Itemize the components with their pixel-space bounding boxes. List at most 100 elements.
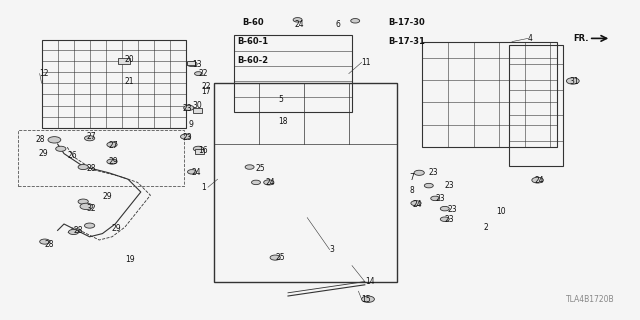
- Text: 10: 10: [496, 207, 506, 216]
- Circle shape: [80, 203, 93, 210]
- Circle shape: [440, 217, 449, 221]
- Circle shape: [264, 180, 274, 185]
- Text: 17: 17: [202, 87, 211, 96]
- Text: 30: 30: [192, 101, 202, 110]
- Circle shape: [362, 296, 374, 302]
- Circle shape: [566, 78, 579, 84]
- Text: 7: 7: [410, 173, 415, 182]
- Bar: [509, 45, 563, 166]
- Text: FR.: FR.: [573, 34, 589, 43]
- Bar: [187, 61, 195, 65]
- Text: 5: 5: [278, 95, 284, 104]
- Text: 27: 27: [86, 132, 96, 140]
- Text: 4: 4: [528, 34, 533, 43]
- Circle shape: [78, 164, 88, 170]
- Text: 22: 22: [202, 82, 211, 91]
- Bar: [195, 149, 204, 154]
- Text: 28: 28: [86, 164, 96, 172]
- Text: 24: 24: [294, 20, 304, 28]
- Text: 13: 13: [192, 60, 202, 68]
- Text: 23: 23: [435, 194, 445, 203]
- Text: 25: 25: [256, 164, 266, 172]
- Circle shape: [107, 142, 117, 147]
- Text: 6: 6: [336, 20, 341, 28]
- Circle shape: [411, 201, 421, 206]
- Circle shape: [180, 134, 191, 139]
- Circle shape: [40, 239, 50, 244]
- Text: 2: 2: [483, 223, 488, 232]
- Circle shape: [68, 229, 79, 235]
- Text: 23: 23: [182, 133, 192, 142]
- Text: 24: 24: [534, 176, 544, 185]
- Text: 11: 11: [362, 58, 371, 67]
- Circle shape: [78, 199, 88, 204]
- Circle shape: [440, 206, 449, 211]
- Circle shape: [107, 159, 117, 164]
- Text: 3: 3: [330, 245, 335, 254]
- Circle shape: [184, 105, 194, 110]
- Bar: [118, 58, 130, 64]
- Circle shape: [84, 136, 95, 141]
- Text: 20: 20: [125, 55, 134, 64]
- Circle shape: [195, 72, 202, 76]
- Circle shape: [424, 183, 433, 188]
- Circle shape: [187, 61, 197, 67]
- Text: 22: 22: [198, 69, 208, 78]
- Circle shape: [351, 19, 360, 23]
- Text: 28: 28: [74, 226, 83, 235]
- Text: 29: 29: [38, 149, 48, 158]
- Text: 28: 28: [35, 135, 45, 144]
- Text: 31: 31: [570, 77, 579, 86]
- Bar: [422, 42, 557, 147]
- Circle shape: [84, 223, 95, 228]
- Text: 24: 24: [413, 200, 422, 209]
- Text: 25: 25: [275, 253, 285, 262]
- Text: B-17-30: B-17-30: [388, 18, 425, 27]
- Bar: [18, 130, 184, 186]
- Text: 8: 8: [410, 186, 414, 195]
- Text: 23: 23: [445, 181, 454, 190]
- Text: 29: 29: [112, 224, 122, 233]
- Text: 23: 23: [448, 205, 458, 214]
- Circle shape: [414, 170, 424, 175]
- Text: 23: 23: [182, 104, 192, 113]
- Text: 23: 23: [429, 168, 438, 177]
- Text: 16: 16: [198, 146, 208, 155]
- Text: 19: 19: [125, 255, 134, 264]
- Text: B-60-1: B-60-1: [237, 37, 268, 46]
- Circle shape: [56, 146, 66, 151]
- Text: 15: 15: [362, 295, 371, 304]
- Circle shape: [193, 146, 204, 151]
- Text: B-60-2: B-60-2: [237, 56, 268, 65]
- Text: 12: 12: [40, 69, 49, 78]
- Text: B-17-31: B-17-31: [388, 37, 425, 46]
- Text: 18: 18: [278, 117, 288, 126]
- Bar: [214, 83, 397, 282]
- Text: B-60: B-60: [242, 18, 264, 27]
- Text: 24: 24: [266, 178, 275, 187]
- Bar: [193, 108, 202, 113]
- Text: 24: 24: [192, 168, 202, 177]
- Circle shape: [252, 180, 260, 185]
- Circle shape: [48, 137, 61, 143]
- Text: 26: 26: [67, 151, 77, 160]
- Circle shape: [431, 196, 440, 201]
- Circle shape: [188, 170, 196, 174]
- Text: 29: 29: [102, 192, 112, 201]
- Circle shape: [270, 255, 280, 260]
- Text: 14: 14: [365, 277, 374, 286]
- Text: 1: 1: [202, 183, 206, 192]
- Text: 9: 9: [189, 120, 194, 129]
- Text: 28: 28: [45, 240, 54, 249]
- Text: 32: 32: [86, 204, 96, 212]
- Text: 29: 29: [109, 157, 118, 166]
- Circle shape: [293, 18, 302, 22]
- Text: TLA4B1720B: TLA4B1720B: [566, 295, 614, 304]
- Bar: [234, 35, 352, 112]
- Circle shape: [532, 177, 543, 183]
- Circle shape: [245, 165, 254, 169]
- Bar: [42, 40, 186, 128]
- Text: 21: 21: [125, 77, 134, 86]
- Text: 23: 23: [445, 215, 454, 224]
- Text: 27: 27: [109, 141, 118, 150]
